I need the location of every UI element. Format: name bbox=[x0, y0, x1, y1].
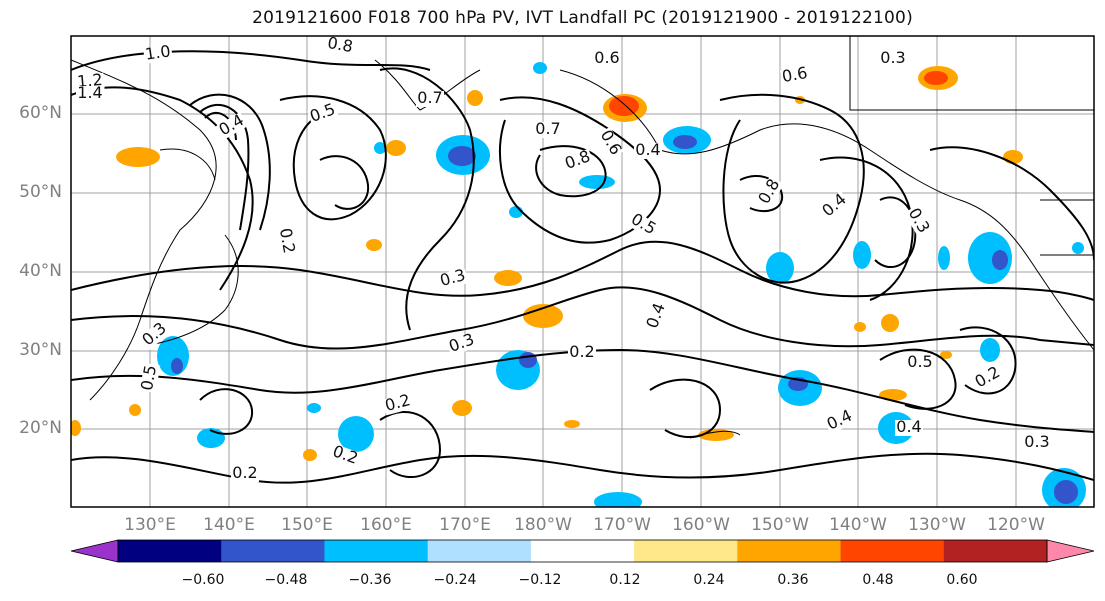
contour-label-bg bbox=[324, 35, 356, 57]
colorbar-frame bbox=[117, 539, 1048, 563]
contour-label-bg bbox=[568, 345, 596, 361]
colorbar-segment bbox=[737, 540, 842, 562]
contour-label-bg bbox=[416, 91, 444, 107]
colorbar-segment bbox=[427, 540, 532, 562]
contour-label-bg bbox=[596, 126, 624, 160]
contour-label-bg bbox=[644, 300, 670, 332]
colorbar-segment bbox=[840, 540, 945, 562]
contour-label: 0.4 bbox=[635, 140, 660, 159]
contour-label-bg bbox=[562, 148, 594, 174]
contour-label: 0.3 bbox=[880, 48, 905, 67]
contour-label-bg bbox=[879, 51, 907, 67]
lat-label-60: 60°N bbox=[19, 103, 62, 123]
contour-label: 0.7 bbox=[417, 88, 442, 107]
colorbar bbox=[70, 539, 1095, 563]
contour-label-bg bbox=[446, 331, 478, 357]
colorbar-tick: −0.48 bbox=[264, 572, 308, 588]
contour-label: 0.4 bbox=[896, 417, 921, 436]
lon-label-150w: 150°W bbox=[751, 515, 809, 535]
contour-label-bg bbox=[437, 267, 469, 291]
lon-label-130e: 130°E bbox=[124, 515, 176, 535]
contour-labels: 1.0 0.80.6 0.31.21.40.4 0.50.70.80.6 0.40.30… bbox=[75, 33, 1051, 482]
colorbar-segment bbox=[530, 540, 635, 562]
colorbar-tick: 0.60 bbox=[946, 572, 978, 588]
contour-label-bg bbox=[534, 122, 562, 138]
contour-label: 0.2 bbox=[232, 463, 257, 482]
lon-label-130w: 130°W bbox=[908, 515, 966, 535]
lon-label-120w: 120°W bbox=[987, 515, 1045, 535]
contour-label: 0.5 bbox=[137, 364, 160, 392]
contour-label: 0.8 bbox=[326, 33, 354, 56]
lon-label-140e: 140°E bbox=[203, 515, 255, 535]
colorbar-segment bbox=[943, 540, 1048, 562]
contour-label-bg bbox=[329, 443, 361, 469]
colorbar-segment bbox=[221, 540, 325, 562]
contour-label-bg bbox=[275, 225, 297, 257]
contour-label-bg bbox=[819, 190, 851, 222]
lat-label-50: 50°N bbox=[19, 182, 62, 202]
contour-label: 0.6 bbox=[781, 63, 809, 86]
contour-label-bg bbox=[626, 211, 660, 239]
lon-label-160w: 160°W bbox=[672, 515, 730, 535]
lat-label-20: 20°N bbox=[19, 418, 62, 438]
lon-label-140w: 140°W bbox=[829, 515, 887, 535]
colorbar-segment bbox=[118, 540, 222, 562]
contour-label-bg bbox=[382, 392, 414, 416]
contour-label-bg bbox=[139, 362, 161, 394]
contour-label: 0.3 bbox=[1024, 432, 1049, 451]
colorbar-tick: 0.36 bbox=[777, 572, 809, 588]
contour-label-bg bbox=[906, 355, 934, 371]
contour-label-bg bbox=[231, 466, 259, 482]
colorbar-tick: −0.24 bbox=[433, 572, 477, 588]
colorbar-tick: −0.60 bbox=[181, 572, 225, 588]
contour-label: 0.2 bbox=[569, 342, 594, 361]
contour-label: 1.0 bbox=[144, 41, 172, 63]
contour-label: 1.4 bbox=[77, 83, 102, 102]
lon-label-150e: 150°E bbox=[281, 515, 333, 535]
contour-label: 0.7 bbox=[535, 119, 560, 138]
contour-label-bg bbox=[823, 407, 857, 435]
contour-label-bg bbox=[139, 319, 171, 351]
colorbar-extend-high bbox=[1046, 539, 1095, 563]
lat-label-30: 30°N bbox=[19, 340, 62, 360]
contour-label-bg bbox=[143, 44, 173, 64]
map-frame bbox=[70, 35, 1095, 508]
colorbar-segment bbox=[634, 540, 738, 562]
contour-label-bg bbox=[1023, 435, 1051, 451]
contour-label-bg bbox=[593, 51, 621, 67]
colorbar-tick: 0.24 bbox=[693, 572, 725, 588]
colorbar-segment bbox=[324, 540, 429, 562]
contour-label-bg bbox=[971, 364, 1005, 392]
colorbar-extend-low bbox=[70, 539, 119, 563]
lon-label-180w: 180°W bbox=[514, 515, 572, 535]
contour-label-bg bbox=[904, 204, 932, 238]
contour-label-bg bbox=[215, 112, 249, 140]
contour-label-bg bbox=[779, 65, 811, 87]
contour-label-bg bbox=[895, 420, 923, 436]
colorbar-tick: 0.12 bbox=[609, 572, 641, 588]
contour-label: 1.2 bbox=[76, 70, 103, 91]
contour-label-bg bbox=[634, 143, 662, 159]
contour-label-bg bbox=[307, 101, 339, 127]
lat-label-40: 40°N bbox=[19, 261, 62, 281]
colorbar-tick: 0.48 bbox=[862, 572, 894, 588]
contour-label: 0.2 bbox=[276, 227, 299, 255]
colorbar-tick: −0.36 bbox=[348, 572, 392, 588]
map-title: 2019121600 F018 700 hPa PV, IVT Landfall… bbox=[252, 8, 913, 28]
contour-label-bg bbox=[76, 86, 104, 102]
contour-label-bg bbox=[756, 175, 784, 209]
colorbar-tick: −0.12 bbox=[518, 572, 562, 588]
lon-label-160e: 160°E bbox=[360, 515, 412, 535]
lon-label-170e: 170°E bbox=[439, 515, 491, 535]
contour-label: 0.6 bbox=[594, 48, 619, 67]
contour-label: 0.5 bbox=[907, 352, 932, 371]
lon-label-170w: 170°W bbox=[593, 515, 651, 535]
